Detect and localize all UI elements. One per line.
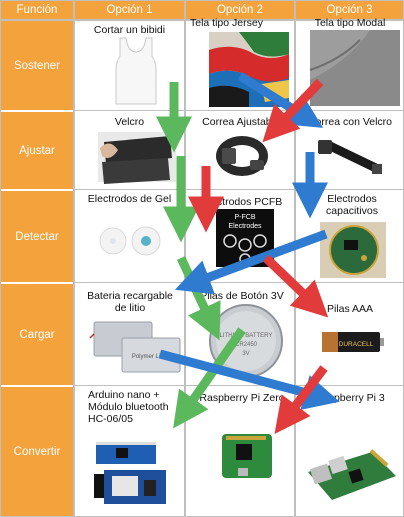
row-label-detectar: Detectar [1, 191, 73, 282]
button-cell-voltage: 3V [242, 351, 249, 357]
pcfb-board-title: P-FCB [235, 214, 256, 221]
raspberry-pi-3-image [308, 449, 396, 500]
option-cortar-bibidi-label: Cortar un bibidi [93, 24, 166, 36]
adjustable-strap-image [216, 136, 268, 176]
pcfb-board-subtitle: Electrodes [228, 223, 262, 230]
header-opcion-2: Opción 2 [186, 1, 294, 19]
velcro-image [98, 132, 176, 184]
arduino-bluetooth-image [94, 442, 166, 504]
option-arduino-label: Arduino nano + Módulo bluetooth HC-06/05 [88, 389, 169, 425]
row-label-sostener: Sostener [1, 21, 73, 110]
red-arrow-sostener-ajustar [262, 78, 324, 143]
row-label-cargar: Cargar [1, 284, 73, 385]
option-capacitivos-label: Electrodos capacitivos [326, 193, 378, 217]
capacitive-electrodes-image [320, 222, 386, 278]
option-velcro-label: Velcro [114, 116, 145, 128]
green-arrow-detectar-cargar [176, 256, 221, 341]
aaa-brand-text: DURACELL [339, 341, 374, 348]
modal-fabric-image [309, 30, 400, 106]
gel-electrodes-image [99, 226, 161, 256]
option-correa-ajustable-label: Correa Ajustable [202, 116, 280, 128]
option-rpi-zero-label: Raspberry Pi Zero [199, 392, 285, 404]
red-arrow-cargar-convertir [274, 365, 328, 434]
blue-arrow-detectar-cargar [174, 229, 328, 295]
red-arrow-detectar-cargar [262, 254, 329, 318]
option-aaa-label: Pilas AAA [326, 303, 374, 315]
header-opcion-3: Opción 3 [296, 1, 403, 19]
row-label-ajustar: Ajustar [1, 112, 73, 189]
button-cell-model: CR2450 [235, 342, 258, 348]
option-gel-label: Electrodos de Gel [87, 193, 172, 205]
option-jersey-label: Tela tipo Jersey [190, 17, 263, 29]
header-funcion: Función [1, 1, 73, 19]
button-cell-brand: LITHIUM BATTERY [220, 333, 273, 339]
lipo-label-text: Polymer Li-ion [132, 354, 170, 360]
velcro-strap-image [318, 140, 382, 174]
option-modal-label: Tela tipo Modal [314, 17, 386, 29]
aaa-battery-image: DURACELL [322, 332, 384, 352]
header-opcion-1: Opción 1 [75, 1, 184, 19]
lipo-battery-image: Polymer Li-ion [89, 321, 181, 373]
tank-top-image [115, 37, 157, 105]
option-boton-label: Pilas de Botón 3V [200, 290, 284, 302]
option-correa-velcro-label: Correa con Velcro [307, 116, 393, 128]
button-cell-image: LITHIUM BATTERY CR2450 3V [209, 304, 283, 378]
blue-arrow-cargar-convertir [158, 349, 340, 410]
raspberry-pi-zero-image [222, 434, 272, 478]
option-litio-label: Bateria recargable de litio [87, 290, 173, 314]
row-label-convertir: Convertir [1, 387, 73, 516]
